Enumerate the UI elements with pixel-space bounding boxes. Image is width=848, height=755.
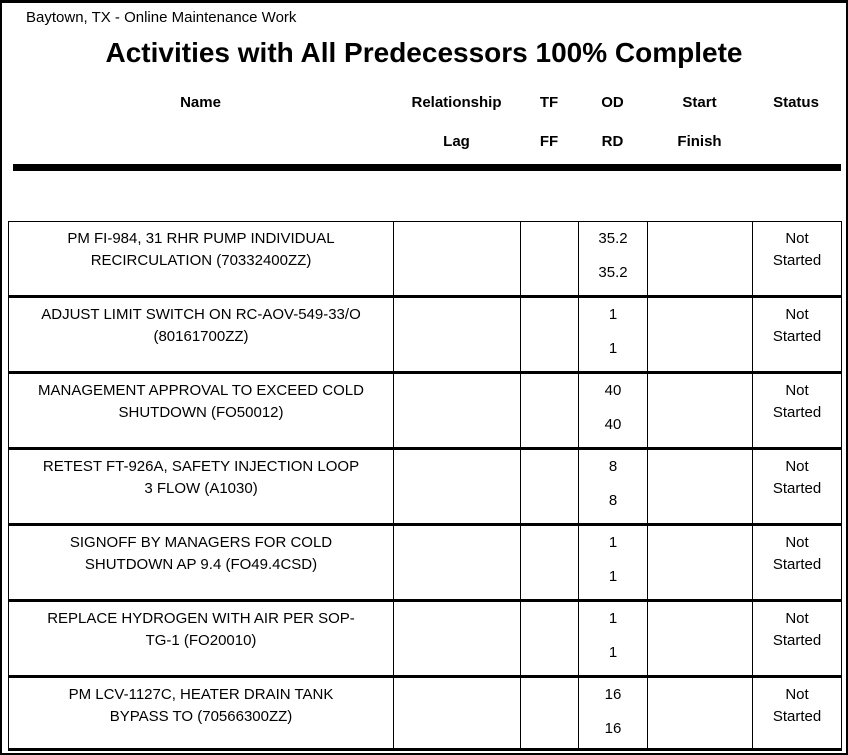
rd-value: 35.2 [598, 264, 628, 281]
start-finish-cell [648, 298, 753, 371]
activity-name-cell: REPLACE HYDROGEN WITH AIR PER SOP- TG-1 … [9, 602, 394, 675]
column-header-tf: TF FF [520, 93, 578, 152]
column-header-lag-line2: Lag [443, 133, 470, 150]
od-value: 1 [608, 534, 618, 551]
od-rd-cell: 35.2 35.2 [579, 222, 648, 295]
rd-value: 1 [608, 644, 618, 661]
column-header-status-line1: Status [773, 94, 819, 111]
tf-ff-cell [521, 450, 579, 523]
table-column-headers: Name Relationship Lag TF FF OD RD Start … [8, 93, 840, 152]
relationship-lag-cell [394, 678, 521, 748]
column-header-name-line1: Name [180, 94, 221, 111]
column-header-finish-line2: Finish [677, 133, 722, 150]
column-header-start-line1: Start [682, 94, 717, 111]
od-rd-cell: 1 1 [579, 602, 648, 675]
column-header-od: OD RD [578, 93, 647, 152]
tf-ff-cell [521, 602, 579, 675]
page-title: Activities with All Predecessors 100% Co… [105, 37, 743, 68]
od-rd-cell: 16 16 [579, 678, 648, 748]
od-value: 1 [608, 306, 618, 323]
rd-value: 40 [604, 416, 622, 433]
od-value: 1 [608, 610, 618, 627]
column-header-start: Start Finish [647, 93, 752, 152]
relationship-lag-cell [394, 298, 521, 371]
start-finish-cell [648, 602, 753, 675]
relationship-lag-cell [394, 374, 521, 447]
tf-ff-cell [521, 374, 579, 447]
table-row: MANAGEMENT APPROVAL TO EXCEED COLD SHUTD… [9, 374, 841, 450]
column-header-status-line2 [752, 132, 840, 152]
od-rd-cell: 1 1 [579, 526, 648, 599]
rd-value: 16 [604, 720, 622, 737]
column-header-name-line2 [8, 132, 393, 152]
activity-name-cell: PM LCV-1127C, HEATER DRAIN TANK BYPASS T… [9, 678, 394, 748]
activity-name-cell: PM FI-984, 31 RHR PUMP INDIVIDUAL RECIRC… [9, 222, 394, 295]
column-header-tf-line1: TF [539, 94, 559, 111]
tf-ff-cell [521, 222, 579, 295]
status-cell: Not Started [772, 458, 822, 497]
od-value: 8 [608, 458, 618, 475]
status-cell: Not Started [772, 534, 822, 573]
tf-ff-cell [521, 526, 579, 599]
status-cell: Not Started [772, 610, 822, 649]
relationship-lag-cell [394, 526, 521, 599]
activities-table: PM FI-984, 31 RHR PUMP INDIVIDUAL RECIRC… [8, 221, 842, 751]
table-row: SIGNOFF BY MANAGERS FOR COLD SHUTDOWN AP… [9, 526, 841, 602]
column-header-relationship: Relationship Lag [393, 93, 520, 152]
activity-name-cell: RETEST FT-926A, SAFETY INJECTION LOOP 3 … [9, 450, 394, 523]
table-row: REPLACE HYDROGEN WITH AIR PER SOP- TG-1 … [9, 602, 841, 678]
od-value: 16 [604, 686, 622, 703]
start-finish-cell [648, 222, 753, 295]
activity-name-cell: ADJUST LIMIT SWITCH ON RC-AOV-549-33/O (… [9, 298, 394, 371]
column-header-ff-line2: FF [539, 133, 559, 150]
od-rd-cell: 8 8 [579, 450, 648, 523]
od-value: 40 [604, 382, 622, 399]
column-header-od-line1: OD [601, 94, 624, 111]
rd-value: 8 [608, 492, 618, 509]
start-finish-cell [648, 678, 753, 748]
start-finish-cell [648, 450, 753, 523]
table-row: ADJUST LIMIT SWITCH ON RC-AOV-549-33/O (… [9, 298, 841, 374]
relationship-lag-cell [394, 222, 521, 295]
od-rd-cell: 40 40 [579, 374, 648, 447]
rd-value: 1 [608, 568, 618, 585]
status-cell: Not Started [772, 382, 822, 421]
od-value: 35.2 [598, 230, 628, 247]
column-header-name: Name [8, 93, 393, 152]
activity-name-cell: SIGNOFF BY MANAGERS FOR COLD SHUTDOWN AP… [9, 526, 394, 599]
table-row: PM LCV-1127C, HEATER DRAIN TANK BYPASS T… [9, 678, 841, 751]
relationship-lag-cell [394, 602, 521, 675]
rd-value: 1 [608, 340, 618, 357]
status-cell: Not Started [772, 230, 822, 269]
activity-name-cell: MANAGEMENT APPROVAL TO EXCEED COLD SHUTD… [9, 374, 394, 447]
status-cell: Not Started [772, 306, 822, 345]
tf-ff-cell [521, 678, 579, 748]
column-header-status: Status [752, 93, 840, 152]
relationship-lag-cell [394, 450, 521, 523]
table-row: PM FI-984, 31 RHR PUMP INDIVIDUAL RECIRC… [9, 222, 841, 298]
start-finish-cell [648, 374, 753, 447]
status-cell: Not Started [772, 686, 822, 725]
start-finish-cell [648, 526, 753, 599]
header-divider-bar [13, 164, 841, 171]
table-row: RETEST FT-926A, SAFETY INJECTION LOOP 3 … [9, 450, 841, 526]
od-rd-cell: 1 1 [579, 298, 648, 371]
report-header-note: Baytown, TX - Online Maintenance Work [26, 9, 297, 26]
column-header-relationship-line1: Relationship [411, 94, 502, 111]
tf-ff-cell [521, 298, 579, 371]
column-header-rd-line2: RD [601, 133, 624, 150]
